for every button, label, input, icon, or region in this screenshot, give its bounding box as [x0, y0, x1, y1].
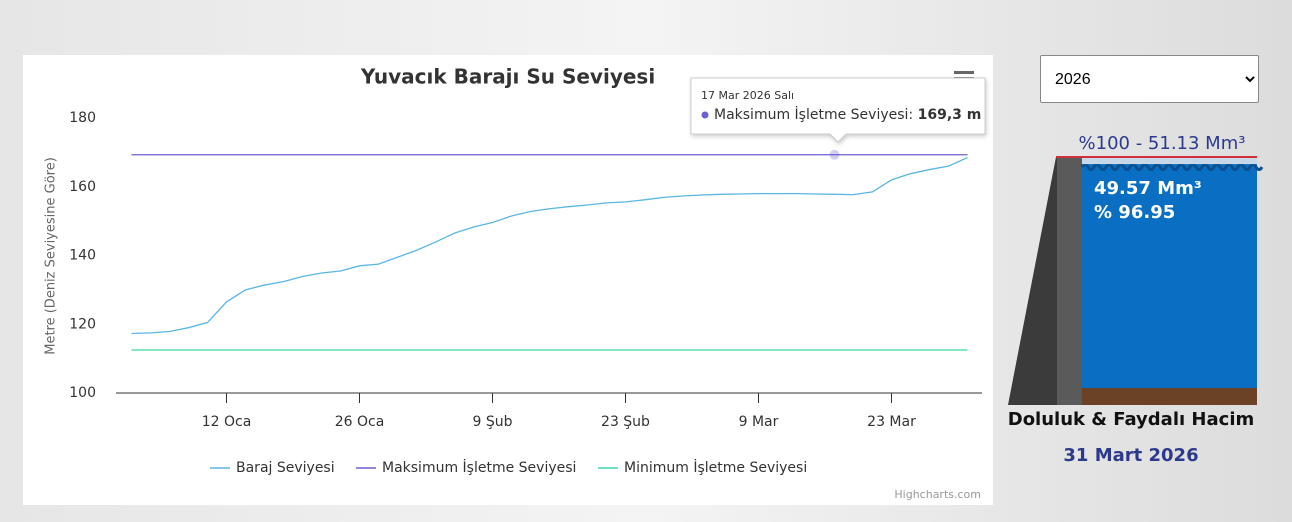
sediment — [1082, 388, 1257, 405]
legend-label: Maksimum İşletme Seviyesi — [382, 458, 576, 476]
x-tick-label: 12 Oca — [202, 414, 252, 430]
y-tick-label: 160 — [69, 179, 96, 195]
legend-label: Baraj Seviyesi — [236, 460, 335, 476]
tooltip-colon: : — [908, 107, 917, 123]
tooltip-value: 169,3 m — [918, 107, 982, 123]
water-top-gap — [1082, 157, 1257, 165]
tooltip-marker — [701, 111, 709, 119]
capacity-label: %100 - 51.13 Mm³ — [1079, 133, 1246, 154]
legend-label: Minimum İşletme Seviyesi — [624, 458, 807, 476]
y-tick-label: 140 — [69, 248, 96, 264]
y-tick-label: 120 — [69, 316, 96, 332]
tooltip-date: 17 Mar 2026 Salı — [701, 89, 794, 102]
credits[interactable]: Highcharts.com — [894, 488, 981, 501]
chart-title: Yuvacık Barajı Su Seviyesi — [360, 65, 655, 89]
y-axis-title: Metre (Deniz Seviyesine Göre) — [44, 157, 59, 355]
x-tick-label: 9 Mar — [739, 414, 779, 430]
tooltip: 17 Mar 2026 Salı Maksimum İşletme Seviye… — [690, 77, 986, 143]
hover-point — [829, 149, 840, 160]
tooltip-text: Maksimum İşletme Seviyesi: 169,3 m — [714, 105, 981, 123]
y-tick-label: 100 — [69, 385, 96, 401]
x-tick-label: 9 Şub — [472, 414, 512, 430]
x-tick-label: 23 Şub — [601, 414, 650, 430]
reservoir-panel: %100 - 51.13 Mm³ 49.57 Mm³ % 96.95 — [1008, 133, 1264, 405]
percent-label: % 96.95 — [1094, 202, 1175, 223]
panel-date: 31 Mart 2026 — [1063, 445, 1198, 466]
volume-label: 49.57 Mm³ — [1094, 178, 1202, 199]
year-select[interactable]: 2026 — [1040, 55, 1259, 103]
y-tick-label: 180 — [69, 110, 96, 126]
dam-face — [1057, 157, 1082, 405]
panel-caption: Doluluk & Faydalı Hacim — [1008, 409, 1255, 430]
tooltip-series: Maksimum İşletme Seviyesi — [714, 105, 908, 123]
water-waves — [1080, 163, 1264, 172]
x-tick-label: 26 Oca — [335, 414, 385, 430]
series-line — [131, 156, 968, 335]
x-tick-label: 23 Mar — [867, 414, 916, 430]
water — [1082, 164, 1257, 388]
